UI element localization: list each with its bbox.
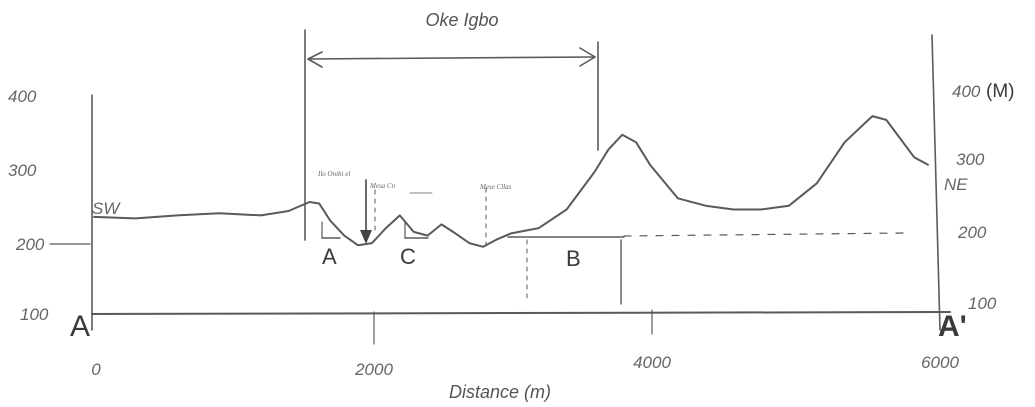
- right-y-tick-100: 100: [968, 294, 997, 313]
- right-axis: [931, 34, 941, 331]
- oke-igbo-label: Oke Igbo: [425, 10, 498, 30]
- left-y-tick-200: 200: [15, 235, 45, 254]
- annotation-ilo: Ilo Onibi el: [317, 170, 350, 178]
- baseline-a-a-prime: [91, 311, 951, 315]
- right-y-unit: (M): [986, 81, 1014, 102]
- section-end-left-label: A: [70, 310, 90, 343]
- zone-label-b: B: [566, 246, 581, 271]
- section-end-right-label: A': [938, 310, 967, 343]
- x-tick-0: 0: [91, 360, 101, 379]
- terrain-profile-line: [93, 115, 929, 248]
- x-axis-title: Distance (m): [449, 382, 551, 402]
- zone-label-a: A: [322, 244, 337, 269]
- sw-label: SW: [92, 199, 121, 218]
- span-arrowhead-right: [579, 47, 596, 67]
- x-tick-2000: 2000: [354, 360, 393, 379]
- ref-level-dashed: [623, 232, 907, 237]
- zone-label-c: C: [400, 244, 416, 269]
- right-y-tick-300: 300: [956, 150, 985, 169]
- left-y-tick-400: 400: [8, 87, 37, 106]
- annotation-mesa: Mesa Cn: [369, 182, 396, 190]
- span-arrow-line: [307, 56, 596, 60]
- x-tick-4000: 4000: [633, 353, 671, 372]
- x-tick-6000: 6000: [921, 353, 959, 372]
- valley-arrowhead: [360, 230, 372, 244]
- right-y-tick-400: 400: [952, 82, 981, 101]
- left-y-tick-300: 300: [8, 161, 37, 180]
- right-y-tick-200: 200: [957, 223, 987, 242]
- span-arrowhead-left: [307, 51, 323, 68]
- left-y-tick-100: 100: [20, 305, 49, 324]
- annotation-mese: Mese Cllas: [479, 183, 512, 191]
- ne-label: NE: [944, 175, 968, 194]
